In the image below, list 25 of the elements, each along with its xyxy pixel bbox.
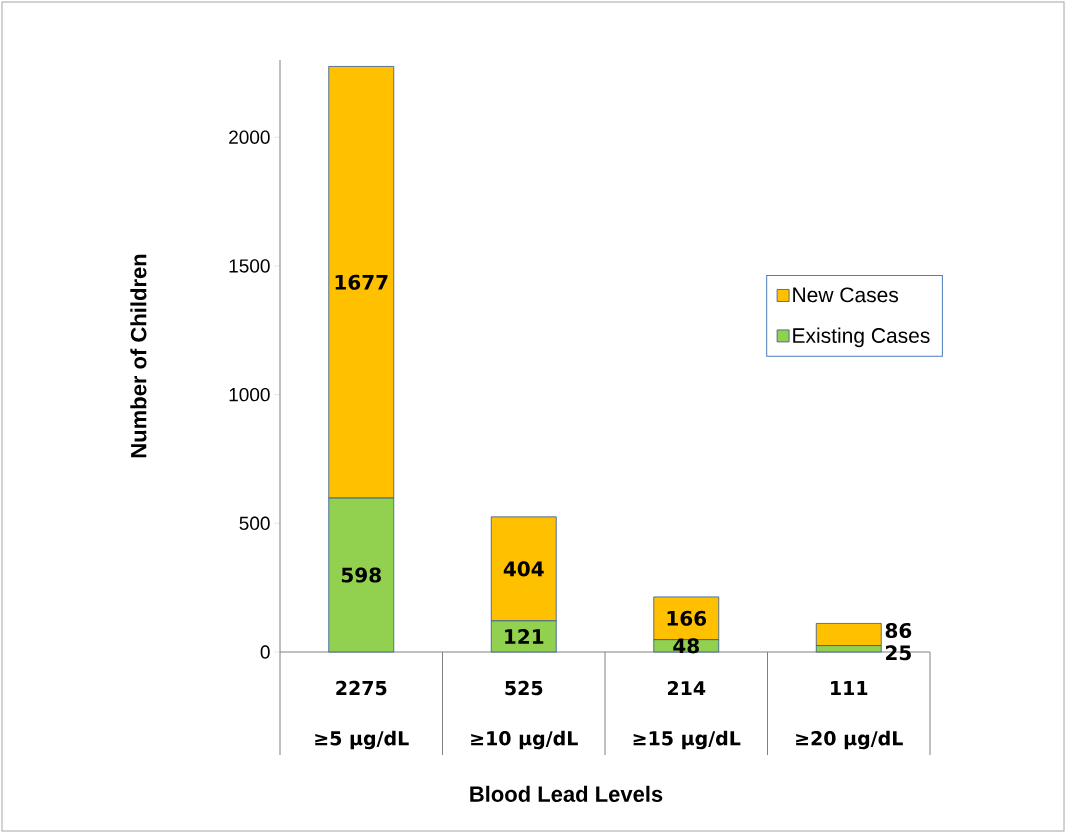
total-label: 2275 [336, 680, 387, 696]
x-tick-label: ≥10 µg/dL [471, 730, 578, 750]
legend-label: New Cases [793, 287, 899, 303]
y-tick-label: 500 [239, 516, 270, 531]
y-tick-label: 1000 [229, 387, 270, 402]
y-axis-title: Number of Children [130, 254, 147, 458]
data-label: 121 [505, 629, 544, 644]
total-label: 525 [505, 680, 543, 696]
total-label: 111 [831, 681, 868, 695]
legend-label: Existing Cases [793, 327, 930, 348]
data-label: 166 [667, 610, 707, 626]
x-axis-title: Blood Lead Levels [470, 785, 663, 802]
x-tick-label: ≥20 µg/dL [796, 730, 903, 750]
data-label: 48 [673, 638, 699, 654]
y-tick-label: 1500 [229, 259, 270, 273]
data-label: 25 [886, 645, 911, 661]
y-tick-label: 2000 [229, 130, 270, 144]
data-label: 404 [503, 561, 544, 577]
data-label: 598 [341, 567, 381, 583]
data-label: 86 [885, 622, 912, 639]
total-label: 214 [667, 680, 706, 696]
x-tick-label: ≥5 µg/dL [315, 730, 409, 750]
data-label: 1677 [335, 274, 388, 290]
y-tick-label: 0 [260, 645, 270, 659]
x-tick-label: ≥15 µg/dL [633, 730, 741, 750]
